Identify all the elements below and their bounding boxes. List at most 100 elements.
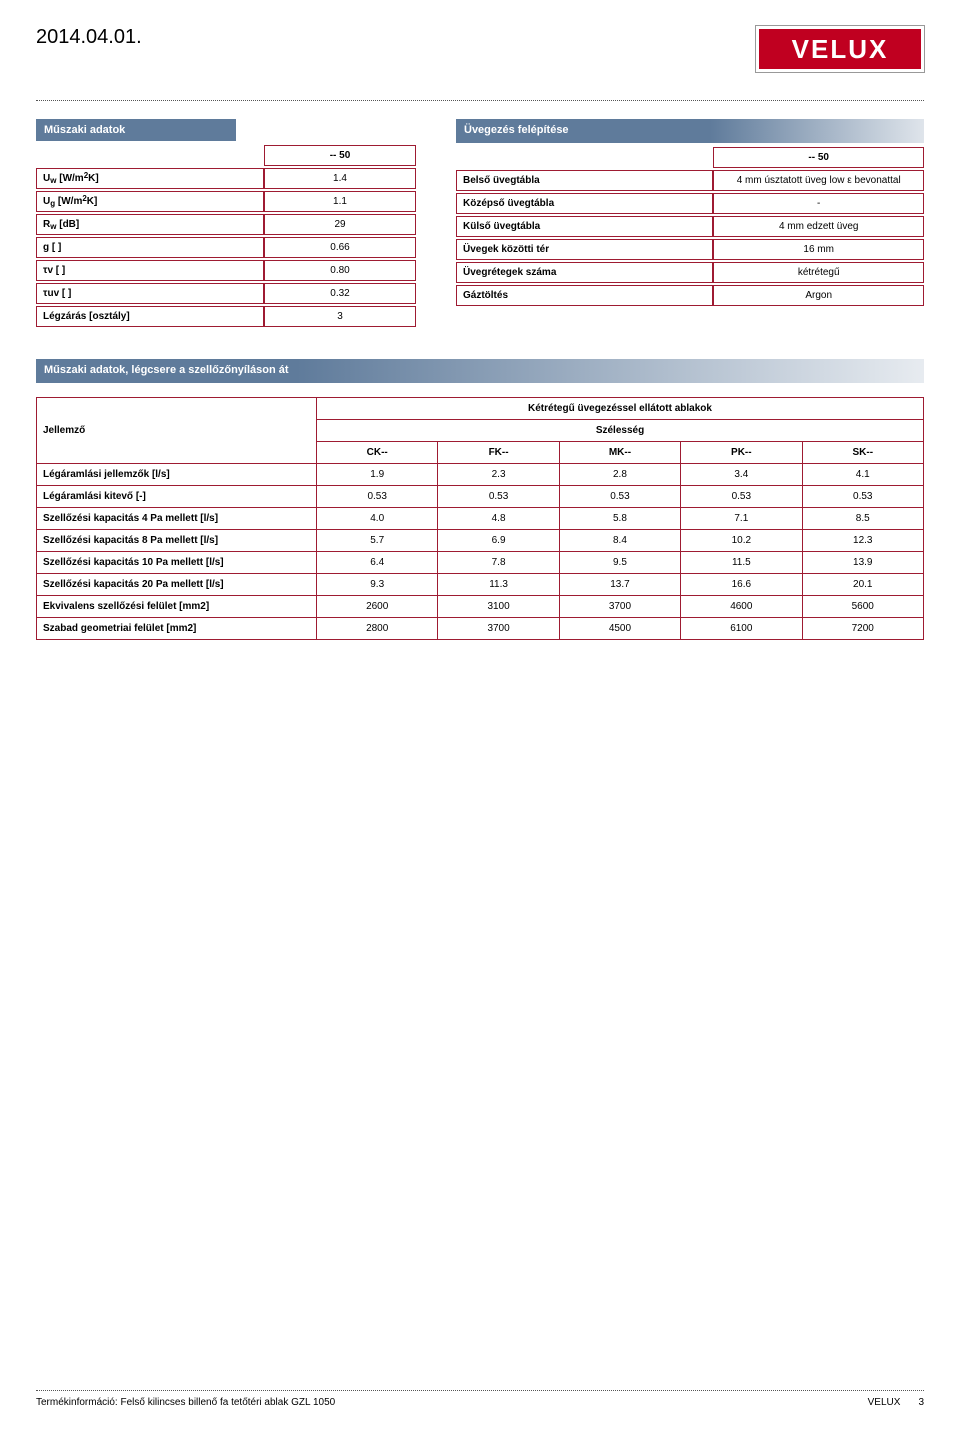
glazing-row-label: Középső üvegtábla bbox=[456, 193, 713, 214]
tech-row-label: τv [ ] bbox=[36, 260, 264, 281]
air-cell: 16.6 bbox=[681, 574, 802, 596]
table-row: τv [ ]0.80 bbox=[36, 260, 416, 281]
glazing-row-label: Üvegrétegek száma bbox=[456, 262, 713, 283]
header-divider bbox=[36, 100, 924, 101]
table-row: Középső üvegtábla- bbox=[456, 193, 924, 214]
air-column-header: PK-- bbox=[681, 442, 802, 464]
tech-row-value: 0.66 bbox=[264, 237, 416, 258]
table-row: Ug [W/m2K]1.1 bbox=[36, 191, 416, 212]
air-cell: 2.8 bbox=[559, 464, 680, 486]
glazing-table: -- 50 Belső üvegtábla4 mm úsztatott üveg… bbox=[456, 145, 924, 308]
velux-logo: VELUX bbox=[756, 26, 924, 72]
air-cell: 11.3 bbox=[438, 574, 559, 596]
air-cell: 7.8 bbox=[438, 552, 559, 574]
air-cell: 3100 bbox=[438, 596, 559, 618]
air-cell: 3700 bbox=[438, 618, 559, 640]
table-row: Szellőzési kapacitás 10 Pa mellett [l/s]… bbox=[37, 552, 924, 574]
table-row: Ekvivalens szellőzési felület [mm2]26003… bbox=[37, 596, 924, 618]
air-section-gradient bbox=[297, 359, 924, 383]
air-column-header: CK-- bbox=[317, 442, 438, 464]
air-cell: 6100 bbox=[681, 618, 802, 640]
tech-row-label: Rw [dB] bbox=[36, 214, 264, 235]
table-row: τuv [ ]0.32 bbox=[36, 283, 416, 304]
top-tables-row: Műszaki adatok -- 50 Uw [W/m2K]1.4Ug [W/… bbox=[36, 119, 924, 329]
table-row: Szellőzési kapacitás 4 Pa mellett [l/s]4… bbox=[37, 508, 924, 530]
glazing-title: Üvegezés felépítése bbox=[456, 119, 686, 143]
glazing-row-value: 4 mm edzett üveg bbox=[713, 216, 924, 237]
air-cell: 6.4 bbox=[317, 552, 438, 574]
air-cell: 5.7 bbox=[317, 530, 438, 552]
air-cell: 9.3 bbox=[317, 574, 438, 596]
air-super-header: Kétrétegű üvegezéssel ellátott ablakok bbox=[317, 398, 924, 420]
air-width-header: Szélesség bbox=[317, 420, 924, 442]
glazing-row-label: Külső üvegtábla bbox=[456, 216, 713, 237]
air-row-label: Szellőzési kapacitás 4 Pa mellett [l/s] bbox=[37, 508, 317, 530]
table-row: Rw [dB]29 bbox=[36, 214, 416, 235]
glazing-row-value: - bbox=[713, 193, 924, 214]
tech-row-value: 0.32 bbox=[264, 283, 416, 304]
tech-col-header: -- 50 bbox=[264, 145, 416, 166]
tech-row-label: Ug [W/m2K] bbox=[36, 191, 264, 212]
air-cell: 12.3 bbox=[802, 530, 924, 552]
air-cell: 2800 bbox=[317, 618, 438, 640]
tech-data-title: Műszaki adatok bbox=[36, 119, 236, 141]
air-row-label: Szabad geometriai felület [mm2] bbox=[37, 618, 317, 640]
air-cell: 3.4 bbox=[681, 464, 802, 486]
air-cell: 11.5 bbox=[681, 552, 802, 574]
air-cell: 9.5 bbox=[559, 552, 680, 574]
table-row: Uw [W/m2K]1.4 bbox=[36, 168, 416, 189]
glazing-title-gradient bbox=[686, 119, 924, 143]
glazing-col-header: -- 50 bbox=[713, 147, 924, 168]
air-cell: 6.9 bbox=[438, 530, 559, 552]
table-row: Légáramlási jellemzők [l/s]1.92.32.83.44… bbox=[37, 464, 924, 486]
glazing-row-label: Belső üvegtábla bbox=[456, 170, 713, 191]
tech-row-label: g [ ] bbox=[36, 237, 264, 258]
air-cell: 0.53 bbox=[317, 486, 438, 508]
air-row-label: Légáramlási jellemzők [l/s] bbox=[37, 464, 317, 486]
tech-row-value: 3 bbox=[264, 306, 416, 327]
date-text: 2014.04.01. bbox=[36, 26, 142, 49]
glazing-column: Üvegezés felépítése -- 50 Belső üvegtábl… bbox=[456, 119, 924, 329]
tech-row-label: τuv [ ] bbox=[36, 283, 264, 304]
table-row: Szabad geometriai felület [mm2]280037004… bbox=[37, 618, 924, 640]
table-row: Külső üvegtábla4 mm edzett üveg bbox=[456, 216, 924, 237]
air-cell: 0.53 bbox=[559, 486, 680, 508]
air-cell: 7.1 bbox=[681, 508, 802, 530]
table-row: Üvegrétegek számakétrétegű bbox=[456, 262, 924, 283]
air-row-label: Ekvivalens szellőzési felület [mm2] bbox=[37, 596, 317, 618]
air-row-label: Szellőzési kapacitás 10 Pa mellett [l/s] bbox=[37, 552, 317, 574]
tech-row-label: Légzárás [osztály] bbox=[36, 306, 264, 327]
tech-row-value: 1.4 bbox=[264, 168, 416, 189]
air-section-title: Műszaki adatok, légcsere a szellőzőnyílá… bbox=[36, 359, 297, 383]
tech-row-label: Uw [W/m2K] bbox=[36, 168, 264, 189]
air-cell: 3700 bbox=[559, 596, 680, 618]
air-cell: 8.4 bbox=[559, 530, 680, 552]
glazing-row-value: Argon bbox=[713, 285, 924, 306]
air-cell: 8.5 bbox=[802, 508, 924, 530]
table-row: GáztöltésArgon bbox=[456, 285, 924, 306]
air-cell: 5.8 bbox=[559, 508, 680, 530]
table-row: Üvegek közötti tér16 mm bbox=[456, 239, 924, 260]
air-cell: 20.1 bbox=[802, 574, 924, 596]
air-row-label: Szellőzési kapacitás 8 Pa mellett [l/s] bbox=[37, 530, 317, 552]
air-cell: 4.0 bbox=[317, 508, 438, 530]
table-row: Szellőzési kapacitás 8 Pa mellett [l/s]5… bbox=[37, 530, 924, 552]
table-row: Légáramlási kitevő [-]0.530.530.530.530.… bbox=[37, 486, 924, 508]
air-cell: 0.53 bbox=[438, 486, 559, 508]
air-cell: 1.9 bbox=[317, 464, 438, 486]
air-cell: 4500 bbox=[559, 618, 680, 640]
tech-row-value: 0.80 bbox=[264, 260, 416, 281]
air-cell: 2.3 bbox=[438, 464, 559, 486]
air-cell: 2600 bbox=[317, 596, 438, 618]
table-row: Szellőzési kapacitás 20 Pa mellett [l/s]… bbox=[37, 574, 924, 596]
glazing-row-value: kétrétegű bbox=[713, 262, 924, 283]
air-column-header: MK-- bbox=[559, 442, 680, 464]
table-row: g [ ]0.66 bbox=[36, 237, 416, 258]
tech-data-table: -- 50 Uw [W/m2K]1.4Ug [W/m2K]1.1Rw [dB]2… bbox=[36, 143, 416, 329]
glazing-row-label: Gáztöltés bbox=[456, 285, 713, 306]
air-data-table: Jellemző Kétrétegű üvegezéssel ellátott … bbox=[36, 397, 924, 640]
air-cell: 0.53 bbox=[802, 486, 924, 508]
air-cell: 13.9 bbox=[802, 552, 924, 574]
glazing-row-value: 4 mm úsztatott üveg low ε bevonattal bbox=[713, 170, 924, 191]
air-cell: 4600 bbox=[681, 596, 802, 618]
